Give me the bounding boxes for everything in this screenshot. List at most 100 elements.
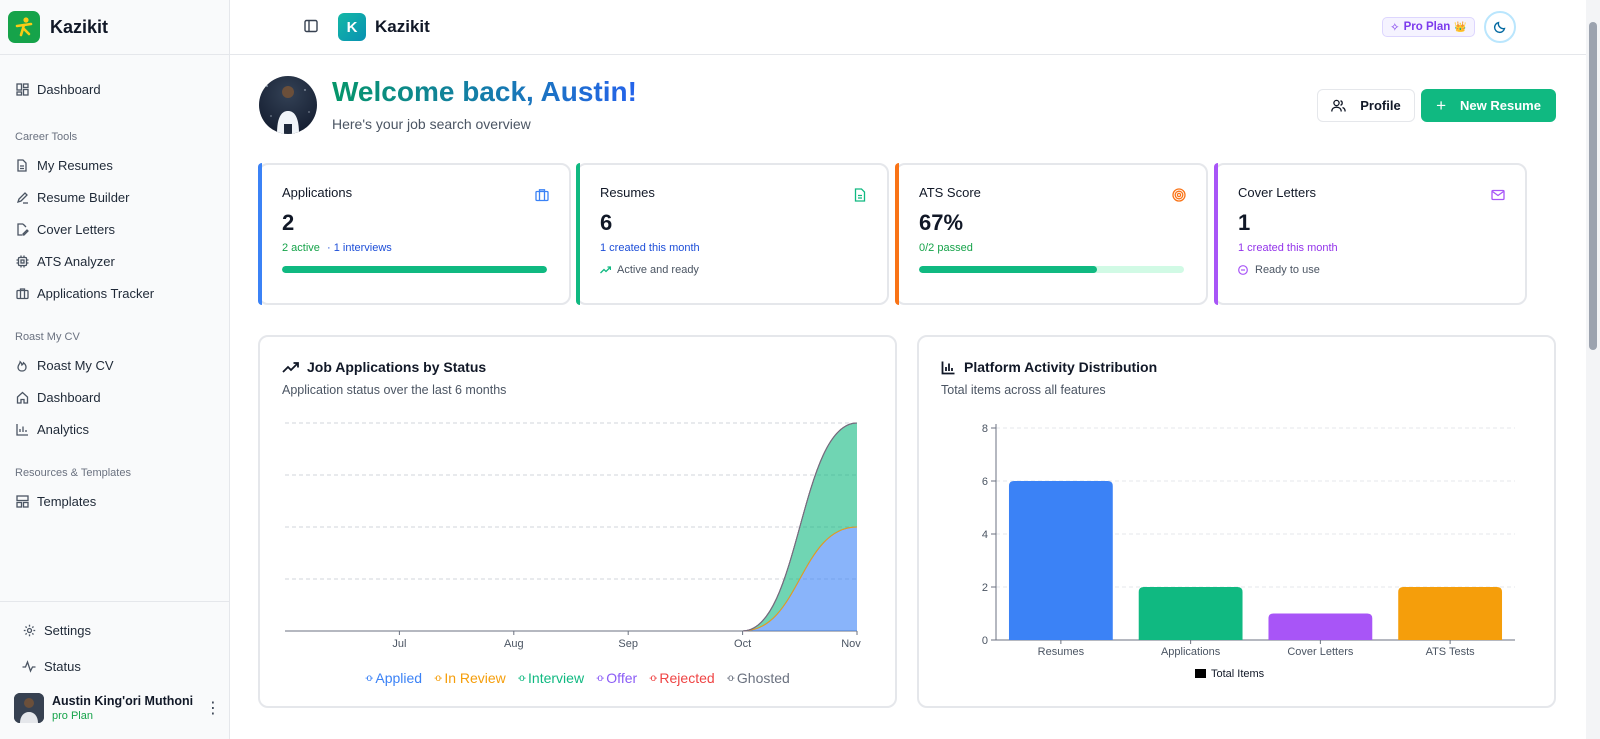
stat-card-ats-score[interactable]: ATS Score 67% 0/2 passed bbox=[895, 163, 1208, 305]
legend-label: Rejected bbox=[659, 670, 715, 686]
new-resume-button[interactable]: + New Resume bbox=[1421, 89, 1556, 122]
sidebar-item-applications-tracker[interactable]: Applications Tracker bbox=[8, 277, 221, 309]
target-icon bbox=[1172, 188, 1186, 202]
flame-icon bbox=[15, 358, 29, 372]
moon-icon bbox=[1493, 21, 1506, 34]
stat-extra: Ready to use bbox=[1238, 264, 1503, 276]
legend-rejected[interactable]: -o- Rejected bbox=[649, 670, 715, 686]
bar-ats-tests[interactable] bbox=[1398, 587, 1503, 640]
ats-progress bbox=[919, 266, 1184, 273]
progress-fill bbox=[919, 266, 1097, 273]
legend-marker-icon: -o- bbox=[365, 672, 373, 684]
y-tick-label: 6 bbox=[982, 476, 988, 488]
user-name: Austin King'ori Muthoni bbox=[52, 694, 194, 708]
sidebar-item-templates[interactable]: Templates bbox=[8, 485, 221, 517]
theme-toggle-button[interactable] bbox=[1484, 11, 1516, 43]
applications-progress bbox=[282, 266, 547, 273]
x-tick-label: Oct bbox=[734, 638, 751, 650]
main-content: Welcome back, Austin! Here's your job se… bbox=[230, 55, 1586, 739]
sidebar-item-my-resumes[interactable]: My Resumes bbox=[8, 149, 221, 181]
legend-label: Ghosted bbox=[736, 670, 790, 686]
legend-applied[interactable]: -o- Applied bbox=[365, 670, 422, 686]
card-accent bbox=[258, 163, 262, 305]
card-accent bbox=[895, 163, 899, 305]
stat-extra-label: Ready to use bbox=[1255, 264, 1320, 276]
interview-count: · 1 interviews bbox=[326, 242, 392, 254]
y-tick-label: 8 bbox=[982, 423, 988, 435]
profile-button[interactable]: Profile bbox=[1317, 89, 1415, 122]
user-plan: pro Plan bbox=[52, 710, 93, 722]
sidebar-item-cover-letters[interactable]: Cover Letters bbox=[8, 213, 221, 245]
legend-ghosted[interactable]: -o- Ghosted bbox=[727, 670, 790, 686]
section-roast-my-cv: Roast My CV bbox=[15, 331, 80, 343]
briefcase-icon bbox=[535, 189, 549, 202]
sidebar-item-dashboard[interactable]: Dashboard bbox=[8, 73, 221, 105]
panel-title: Job Applications by Status bbox=[282, 359, 486, 375]
stat-card-applications[interactable]: Applications 2 2 active · 1 interviews bbox=[258, 163, 571, 305]
sidebar-item-analytics[interactable]: Analytics bbox=[8, 413, 221, 445]
bar-applications[interactable] bbox=[1138, 587, 1243, 640]
legend-interview[interactable]: -o- Interview bbox=[518, 670, 584, 686]
bar-resumes[interactable] bbox=[1008, 481, 1113, 640]
legend-label[interactable]: Total Items bbox=[1211, 668, 1265, 680]
progress-fill bbox=[282, 266, 547, 273]
x-tick-label: Resumes bbox=[1038, 646, 1085, 658]
stat-label: Cover Letters bbox=[1238, 185, 1317, 200]
legend-marker-icon: -o- bbox=[596, 672, 604, 684]
sidebar-item-ats-analyzer[interactable]: ATS Analyzer bbox=[8, 245, 221, 277]
sidebar-item-label: Status bbox=[44, 658, 81, 674]
page-scrollbar[interactable] bbox=[1586, 0, 1600, 739]
cpu-icon bbox=[15, 254, 29, 268]
sidebar-footer: Settings Status Austin King'ori Muthoni … bbox=[0, 601, 229, 739]
x-tick-label: Nov bbox=[841, 638, 861, 650]
x-tick-label: Aug bbox=[504, 638, 524, 650]
section-career-tools: Career Tools bbox=[15, 131, 78, 143]
legend-in-review[interactable]: -o- In Review bbox=[434, 670, 506, 686]
sparkle-icon: ✧ bbox=[1390, 22, 1400, 34]
stat-value: 1 bbox=[1238, 210, 1251, 235]
sidebar-item-roast-dashboard[interactable]: Dashboard bbox=[8, 381, 221, 413]
status-chart-title: Job Applications by Status bbox=[307, 359, 487, 375]
more-vertical-icon[interactable]: ⋮ bbox=[205, 700, 221, 717]
sidebar-item-label: Analytics bbox=[37, 421, 90, 437]
stat-value: 6 bbox=[600, 210, 613, 235]
x-tick-label: Cover Letters bbox=[1287, 646, 1354, 658]
sidebar-brand[interactable]: Kazikit bbox=[0, 0, 229, 55]
legend-marker-icon: -o- bbox=[726, 672, 735, 684]
sidebar-toggle-icon[interactable] bbox=[304, 19, 320, 35]
stat-label: ATS Score bbox=[919, 185, 981, 200]
x-tick-label: Sep bbox=[618, 638, 638, 650]
sidebar-item-label: Cover Letters bbox=[37, 221, 116, 237]
status-chart-legend: -o- Applied -o- In Review -o- Interview -o- Off… bbox=[260, 670, 895, 686]
stat-card-cover-letters[interactable]: Cover Letters 1 1 created this month Rea… bbox=[1214, 163, 1527, 305]
stat-card-resumes[interactable]: Resumes 6 1 created this month Active an… bbox=[576, 163, 889, 305]
bar-cover-letters[interactable] bbox=[1268, 613, 1373, 641]
user-menu[interactable]: Austin King'ori Muthoni pro Plan ⋮ bbox=[8, 688, 221, 728]
sidebar-item-roast-my-cv[interactable]: Roast My CV bbox=[8, 349, 221, 381]
sidebar-item-status[interactable]: Status bbox=[8, 648, 221, 684]
page-subtitle: Here's your job search overview bbox=[332, 116, 531, 132]
layout-icon bbox=[15, 494, 29, 508]
sidebar-item-label: Resume Builder bbox=[37, 189, 130, 205]
panel-subtitle: Application status over the last 6 month… bbox=[282, 383, 507, 397]
sidebar-item-label: ATS Analyzer bbox=[37, 253, 115, 269]
home-icon bbox=[15, 390, 29, 404]
sidebar-item-settings[interactable]: Settings bbox=[8, 612, 221, 648]
legend-offer[interactable]: -o- Offer bbox=[596, 670, 637, 686]
file-edit-icon bbox=[15, 222, 29, 236]
app-logo-icon[interactable]: K bbox=[338, 13, 366, 41]
profile-button-label: Profile bbox=[1360, 98, 1401, 113]
app-name: Kazikit bbox=[375, 17, 430, 36]
legend-label: Offer bbox=[606, 670, 638, 686]
stat-value: 67% bbox=[919, 210, 964, 235]
bar-chart-icon bbox=[15, 422, 29, 436]
sidebar-item-resume-builder[interactable]: Resume Builder bbox=[8, 181, 221, 213]
sidebar: Kazikit Dashboard Career Tools My Resume… bbox=[0, 0, 230, 739]
page-title: Welcome back, Austin! bbox=[332, 76, 637, 107]
y-tick-label: 4 bbox=[982, 529, 988, 541]
check-circle-icon bbox=[1238, 265, 1248, 275]
scrollbar-thumb[interactable] bbox=[1589, 22, 1597, 350]
profile-avatar bbox=[259, 76, 317, 134]
pro-plan-badge[interactable]: ✧ Pro Plan 👑 bbox=[1382, 17, 1475, 37]
top-header: K Kazikit ✧ Pro Plan 👑 bbox=[230, 0, 1600, 55]
